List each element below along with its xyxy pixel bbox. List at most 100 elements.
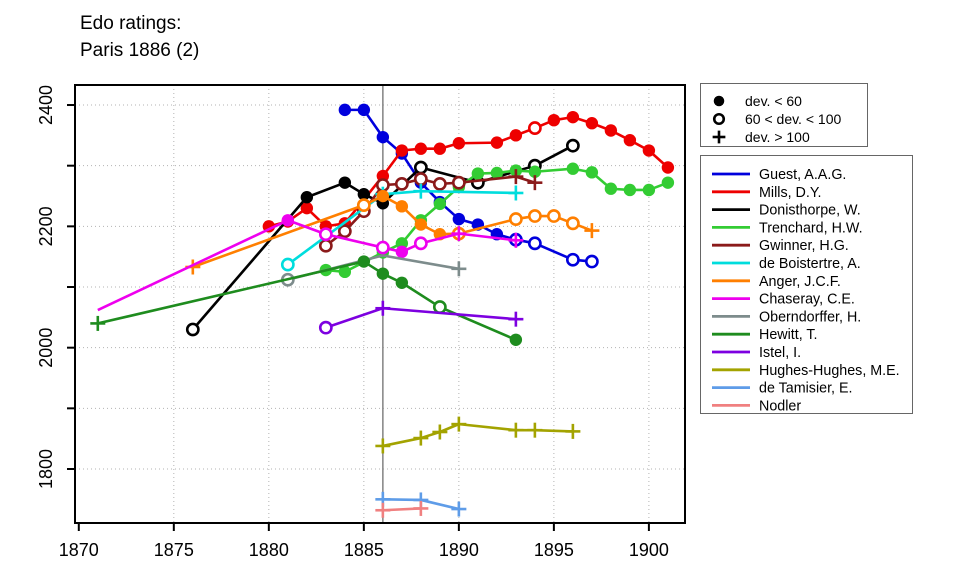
marker-filled xyxy=(713,95,725,107)
marker-legend-label: dev. > 100 xyxy=(745,129,810,145)
legend-label: Anger, J.C.F. xyxy=(759,274,841,290)
marker-filled xyxy=(376,130,390,144)
marker-filled xyxy=(623,183,637,197)
marker-filled xyxy=(490,166,504,180)
series-istel-i xyxy=(318,300,524,335)
marker-filled xyxy=(547,113,561,127)
series-anger-j-c-f xyxy=(185,189,600,275)
marker-filled xyxy=(528,165,542,178)
x-axis-label: 1895 xyxy=(534,540,574,560)
series-legend: Guest, A.A.G. Mills, D.Y. Donisthorpe, W.T… xyxy=(700,155,913,414)
marker-filled xyxy=(414,142,428,155)
marker-legend-box xyxy=(700,83,868,147)
y-axis-label: 2000 xyxy=(36,328,56,368)
chart-title-line2: Paris 1886 (2) xyxy=(80,40,200,61)
axes: 1800 2000 2200 2400 1870 1875 1880 1885 1890 1895… xyxy=(36,85,669,560)
series-oberndorffer-h xyxy=(280,254,467,287)
legend-item-oberndorffer-h: Oberndorffer, H. xyxy=(712,309,861,325)
marker-filled xyxy=(376,267,390,280)
marker-filled xyxy=(661,176,675,189)
legend-label: de Tamisier, E. xyxy=(759,381,853,397)
legend-item-hewitt-t: Hewitt, T. xyxy=(712,327,818,343)
marker-open xyxy=(356,198,371,213)
legend-label: Mills, D.Y. xyxy=(759,185,822,201)
marker-open xyxy=(527,121,542,135)
marker-filled xyxy=(452,137,466,150)
marker-filled xyxy=(661,161,675,174)
marker-filled xyxy=(338,176,352,189)
marker-filled xyxy=(395,237,409,250)
series-line xyxy=(382,422,573,448)
marker-filled xyxy=(509,333,523,346)
marker-filled xyxy=(642,144,656,157)
legend-item-anger-j-c-f: Anger, J.C.F. xyxy=(712,274,841,290)
series-line xyxy=(325,175,536,247)
marker-open xyxy=(318,238,333,253)
x-axis-label: 1900 xyxy=(629,540,669,560)
legend-item-de-tamisier-e: de Tamisier, E. xyxy=(712,381,853,397)
legend-label: Gwinner, H.G. xyxy=(759,238,849,254)
series-hughes-hughes-m-e xyxy=(375,416,581,454)
y-axis-label: 1800 xyxy=(36,449,56,489)
series-layer xyxy=(90,103,675,518)
marker-legend: dev. < 60 60 < dev. < 100 dev. > 100 xyxy=(700,83,868,147)
marker-filled xyxy=(338,265,352,279)
marker-filled xyxy=(604,124,618,137)
legend-label: Guest, A.A.G. xyxy=(759,167,846,183)
y-axis-label: 2400 xyxy=(36,85,56,125)
marker-open xyxy=(185,322,200,337)
marker-filled xyxy=(433,142,447,155)
marker-open xyxy=(394,176,409,191)
series-line xyxy=(325,306,516,329)
marker-open xyxy=(318,227,333,242)
marker-open xyxy=(451,175,466,190)
marker-open xyxy=(413,160,428,175)
marker-open xyxy=(527,236,542,251)
legend-item-de-boistertre-a: de Boistertre, A. xyxy=(712,256,861,272)
marker-filled xyxy=(490,136,504,149)
legend-label: Istel, I. xyxy=(759,345,801,361)
marker-filled xyxy=(395,200,409,213)
series-mills-d-y xyxy=(262,110,675,233)
legend-label: Oberndorffer, H. xyxy=(759,309,861,325)
series-hewitt-t xyxy=(90,255,523,346)
legend-label: Hewitt, T. xyxy=(759,327,818,343)
marker-filled xyxy=(395,276,409,289)
legend-item-trenchard-h-w: Trenchard, H.W. xyxy=(712,220,863,236)
marker-filled xyxy=(566,162,580,175)
legend-label: Chaseray, C.E. xyxy=(759,292,855,308)
chart-title: Edo ratings: Paris 1886 (2) xyxy=(80,10,199,64)
legend-item-istel-i: Istel, I. xyxy=(712,345,801,361)
marker-open xyxy=(375,240,390,255)
marker-open xyxy=(527,209,542,223)
legend-label: de Boistertre, A. xyxy=(759,256,861,272)
legend-item-hughes-hughes-m-e: Hughes-Hughes, M.E. xyxy=(712,363,900,379)
legend-item-donisthorpe-w: Donisthorpe, W. xyxy=(712,203,861,219)
series-chaseray-c-e xyxy=(97,214,524,312)
marker-open xyxy=(432,300,447,314)
marker-filled xyxy=(585,117,599,130)
series-line xyxy=(287,189,516,266)
y-axis-label: 2200 xyxy=(36,206,56,246)
marker-open xyxy=(280,257,295,272)
marker-filled xyxy=(357,103,371,117)
marker-legend-label: 60 < dev. < 100 xyxy=(745,111,841,127)
legend-item-chaseray-c-e: Chaseray, C.E. xyxy=(712,292,855,308)
x-axis-label: 1870 xyxy=(59,540,99,560)
marker-filled xyxy=(471,167,485,180)
marker-filled xyxy=(642,183,656,197)
marker-filled xyxy=(395,245,409,259)
marker-filled xyxy=(433,197,447,211)
series-line xyxy=(97,218,517,312)
chart-title-line1: Edo ratings: xyxy=(80,13,182,34)
series-nodler xyxy=(375,500,429,518)
marker-filled xyxy=(300,201,314,215)
marker-filled xyxy=(566,110,580,124)
gridlines xyxy=(75,85,685,523)
legend-label: Donisthorpe, W. xyxy=(759,203,861,219)
legend-label: Hughes-Hughes, M.E. xyxy=(759,363,900,379)
x-axis-label: 1875 xyxy=(154,540,194,560)
x-axis-label: 1885 xyxy=(344,540,384,560)
